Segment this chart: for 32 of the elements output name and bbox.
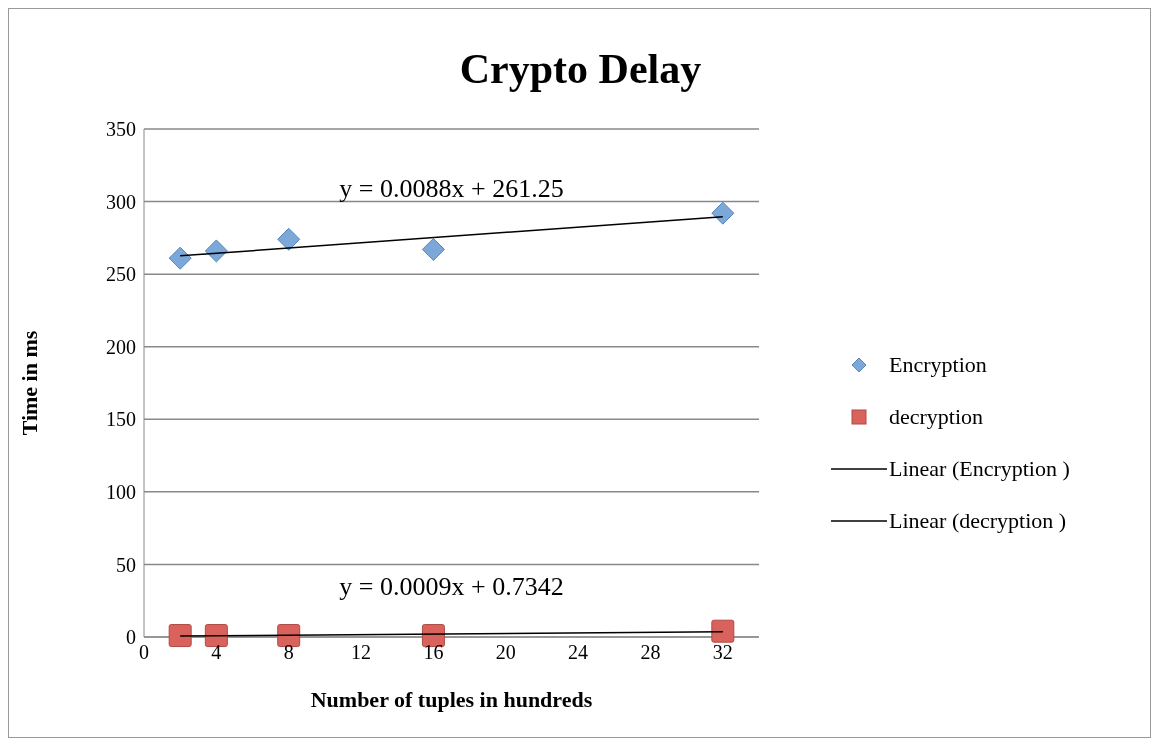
x-tick-label: 16 xyxy=(423,641,444,664)
legend-label: Linear (decryption ) xyxy=(889,508,1067,534)
y-tick-label: 300 xyxy=(106,190,136,213)
x-axis-title: Number of tuples in hundreds xyxy=(310,687,593,712)
chart-title: Crypto Delay xyxy=(458,45,703,93)
annotation: y = 0.0088x + 261.25 xyxy=(339,174,564,204)
y-tick-label: 250 xyxy=(106,263,136,286)
y-tick-label: 350 xyxy=(106,118,136,141)
x-tick-label: 24 xyxy=(568,641,589,664)
point xyxy=(168,624,192,648)
x-tick-label: 8 xyxy=(283,641,294,664)
y-tick-label: 150 xyxy=(106,408,136,431)
y-tick-label: 100 xyxy=(106,480,136,503)
x-tick-label: 4 xyxy=(211,641,222,664)
point xyxy=(204,239,228,263)
x-tick-label: 32 xyxy=(712,641,733,664)
point xyxy=(711,619,735,643)
x-tick-label: 20 xyxy=(495,641,516,664)
x-tick-label: 28 xyxy=(640,641,661,664)
point xyxy=(421,237,445,261)
legend-label: Linear (Encryption ) xyxy=(889,456,1070,482)
legend-label: decryption xyxy=(889,404,984,430)
y-axis-title: Time in ms xyxy=(16,330,42,436)
y-tick-label: 0 xyxy=(126,626,136,649)
legend-label: Encryption xyxy=(889,352,987,378)
x-tick-label: 12 xyxy=(351,641,372,664)
point xyxy=(277,227,301,251)
annotation: y = 0.0009x + 0.7342 xyxy=(339,572,564,602)
point xyxy=(168,246,192,270)
point xyxy=(711,201,735,225)
y-tick-label: 200 xyxy=(106,335,136,358)
y-tick-label: 50 xyxy=(116,553,136,576)
